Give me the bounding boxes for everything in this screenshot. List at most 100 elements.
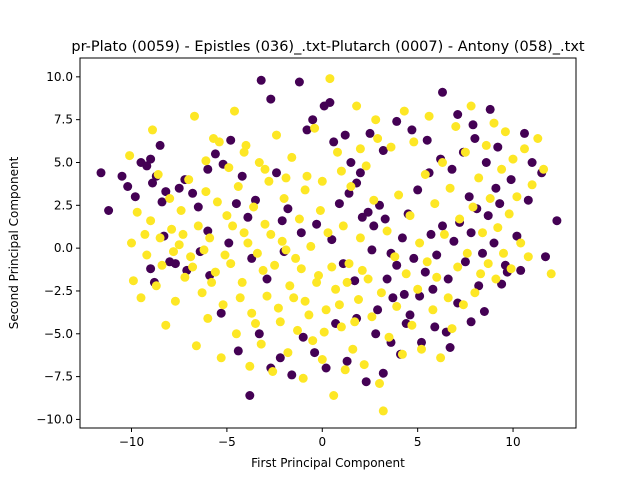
data-point bbox=[218, 300, 228, 310]
data-point bbox=[523, 252, 533, 262]
data-point bbox=[438, 221, 447, 231]
data-point bbox=[453, 262, 463, 272]
data-point bbox=[251, 195, 260, 205]
data-point bbox=[422, 257, 432, 267]
data-point bbox=[420, 267, 430, 277]
data-point bbox=[512, 231, 522, 241]
data-point bbox=[420, 170, 430, 179]
data-point bbox=[174, 183, 184, 193]
data-point bbox=[128, 276, 138, 286]
data-point bbox=[338, 221, 348, 231]
data-point bbox=[413, 185, 423, 195]
data-point bbox=[401, 269, 411, 279]
data-point bbox=[346, 182, 356, 191]
data-point bbox=[384, 332, 394, 342]
data-point bbox=[285, 281, 295, 291]
data-point bbox=[333, 147, 342, 157]
data-point bbox=[424, 111, 434, 121]
data-point bbox=[325, 98, 335, 107]
data-point bbox=[436, 353, 446, 363]
data-point bbox=[479, 307, 489, 316]
data-point bbox=[231, 199, 241, 209]
data-point bbox=[432, 272, 442, 282]
data-point bbox=[363, 207, 373, 217]
data-point bbox=[272, 130, 281, 140]
data-point bbox=[188, 188, 198, 198]
data-point bbox=[146, 216, 156, 226]
data-point bbox=[329, 137, 339, 147]
data-point bbox=[157, 260, 167, 270]
data-point bbox=[273, 303, 283, 313]
data-point bbox=[245, 361, 255, 371]
data-point bbox=[245, 391, 255, 400]
data-point bbox=[296, 264, 306, 274]
data-point bbox=[174, 240, 184, 250]
data-point bbox=[289, 293, 299, 303]
data-point bbox=[237, 277, 247, 287]
data-point bbox=[359, 360, 369, 370]
data-point bbox=[226, 259, 236, 269]
data-point bbox=[188, 262, 198, 272]
data-point bbox=[226, 135, 236, 145]
data-point bbox=[430, 322, 440, 332]
data-point bbox=[357, 265, 367, 275]
data-point bbox=[239, 228, 249, 238]
data-point bbox=[203, 164, 213, 174]
data-point bbox=[178, 229, 188, 239]
data-point bbox=[470, 288, 480, 298]
data-point bbox=[268, 367, 278, 376]
data-point bbox=[382, 226, 392, 236]
data-point bbox=[251, 319, 260, 328]
data-point bbox=[520, 144, 529, 154]
data-point bbox=[474, 173, 484, 183]
data-point bbox=[165, 194, 175, 203]
data-point bbox=[117, 171, 127, 181]
data-point bbox=[447, 164, 457, 174]
data-point bbox=[203, 226, 213, 236]
data-point bbox=[239, 147, 249, 157]
data-point bbox=[243, 212, 253, 222]
data-point bbox=[294, 77, 304, 87]
data-point bbox=[167, 224, 177, 234]
data-point bbox=[415, 238, 425, 248]
data-point bbox=[432, 250, 442, 260]
data-point bbox=[146, 264, 156, 274]
data-point bbox=[314, 271, 323, 280]
data-point bbox=[304, 310, 314, 320]
data-point bbox=[148, 178, 157, 188]
data-point bbox=[344, 188, 354, 198]
data-point bbox=[392, 260, 402, 270]
data-point bbox=[321, 363, 331, 373]
data-point bbox=[170, 259, 180, 269]
data-point bbox=[466, 228, 476, 238]
y-tick-label: 5.0 bbox=[54, 155, 73, 169]
data-point bbox=[254, 329, 264, 339]
data-point bbox=[216, 353, 226, 363]
data-point bbox=[478, 248, 487, 258]
data-point bbox=[207, 277, 217, 287]
data-point bbox=[417, 337, 426, 347]
data-point bbox=[458, 300, 468, 310]
data-point bbox=[466, 317, 476, 327]
data-point bbox=[481, 158, 491, 167]
data-point bbox=[451, 122, 461, 131]
data-point bbox=[506, 264, 516, 274]
data-point bbox=[96, 168, 106, 178]
data-point bbox=[497, 164, 507, 174]
data-point bbox=[464, 192, 474, 202]
data-point bbox=[405, 310, 415, 320]
data-point bbox=[142, 250, 152, 260]
data-point bbox=[367, 312, 377, 322]
data-point bbox=[155, 140, 165, 150]
data-point bbox=[260, 219, 270, 229]
data-point bbox=[254, 158, 264, 167]
data-point bbox=[130, 192, 140, 202]
data-point bbox=[298, 332, 308, 342]
data-point bbox=[407, 125, 417, 135]
data-point bbox=[262, 274, 272, 284]
data-point bbox=[399, 289, 409, 299]
y-tick-label: 0.0 bbox=[54, 241, 73, 255]
data-point bbox=[312, 219, 322, 229]
data-point bbox=[388, 293, 398, 303]
